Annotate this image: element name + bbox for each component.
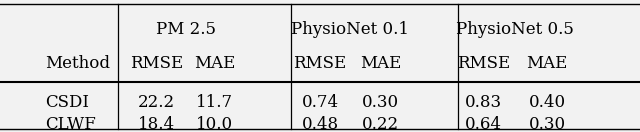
Text: RMSE: RMSE [456, 55, 510, 72]
Text: MAE: MAE [360, 55, 401, 72]
Text: PhysioNet 0.5: PhysioNet 0.5 [456, 21, 574, 37]
Text: 10.0: 10.0 [196, 116, 233, 132]
Text: PM 2.5: PM 2.5 [156, 21, 216, 37]
Text: 0.83: 0.83 [465, 95, 502, 111]
Text: 0.30: 0.30 [362, 95, 399, 111]
Text: 11.7: 11.7 [196, 95, 233, 111]
Text: CSDI: CSDI [45, 95, 89, 111]
Text: 0.48: 0.48 [301, 116, 339, 132]
Text: 0.40: 0.40 [529, 95, 566, 111]
Text: MAE: MAE [527, 55, 568, 72]
Text: RMSE: RMSE [293, 55, 347, 72]
Text: 0.74: 0.74 [301, 95, 339, 111]
Text: 18.4: 18.4 [138, 116, 175, 132]
Text: 22.2: 22.2 [138, 95, 175, 111]
Text: RMSE: RMSE [130, 55, 184, 72]
Text: 0.30: 0.30 [529, 116, 566, 132]
Text: MAE: MAE [194, 55, 235, 72]
Text: PhysioNet 0.1: PhysioNet 0.1 [291, 21, 409, 37]
Text: Method: Method [45, 55, 110, 72]
Text: 0.64: 0.64 [465, 116, 502, 132]
Text: CLWF: CLWF [45, 116, 95, 132]
Text: 0.22: 0.22 [362, 116, 399, 132]
